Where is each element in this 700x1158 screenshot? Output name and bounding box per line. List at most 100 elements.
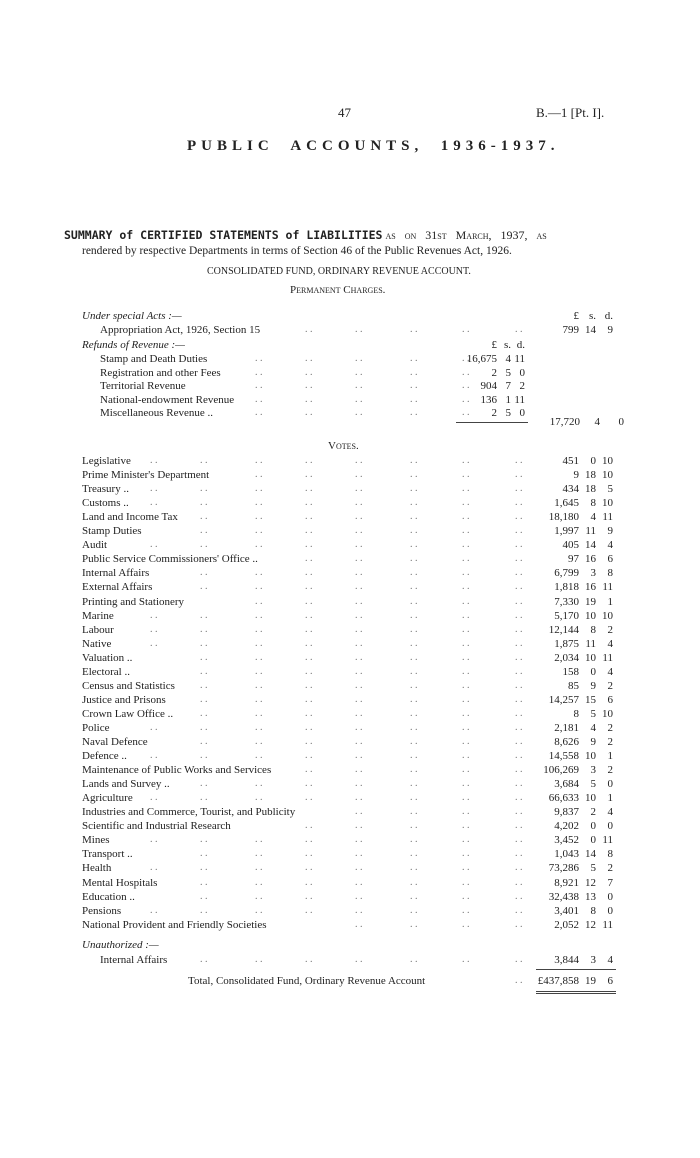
row-label: Treasury .. [82, 483, 129, 496]
row-label: Agriculture [82, 792, 133, 805]
leader-dots: . . [410, 483, 418, 495]
leader-dots: . . [200, 637, 208, 649]
row-label: Customs .. [82, 497, 129, 510]
leader-dots: . . [355, 595, 363, 607]
leader-dots: . . [462, 707, 470, 719]
leader-dots: . . [515, 497, 523, 509]
leader-dots: . . [305, 609, 313, 621]
leader-dots: . . [462, 567, 470, 579]
leader-dots: . . [462, 497, 470, 509]
amount-shillings: 8 [590, 497, 597, 510]
amount-shillings: 3 [590, 764, 597, 777]
leader-dots: . . [410, 393, 418, 405]
amount-shillings: 14 [585, 324, 596, 336]
leader-dots: . . [410, 553, 418, 565]
leader-dots: . . [305, 876, 313, 888]
amount-pence: 4 [607, 637, 614, 650]
total-rule [536, 969, 616, 970]
amount-pence: 2 [607, 623, 614, 636]
row-label: Labour [82, 623, 114, 636]
leader-dots: . . [355, 651, 363, 663]
leader-dots: . . [515, 806, 523, 818]
amount-pounds: 1,645 [554, 497, 579, 510]
amount-pounds: 97 [568, 553, 579, 566]
leader-dots: . . [305, 679, 313, 691]
leader-dots: . . [410, 954, 418, 965]
amount-pence: 11 [514, 353, 525, 365]
amount-shillings: 19 [585, 595, 596, 608]
amount-shillings: 0 [590, 455, 597, 467]
amount-pence: 10 [602, 455, 613, 467]
amount-pence: 0 [607, 820, 614, 833]
table-row: Public Service Commissioners' Office ...… [0, 552, 700, 566]
leader-dots: . . [515, 483, 523, 495]
amount-shillings: 9 [590, 679, 597, 692]
leader-dots: . . [200, 539, 208, 551]
double-rule [536, 991, 616, 994]
votes-heading: Votes. [328, 440, 359, 452]
leader-dots: . . [355, 637, 363, 649]
leader-dots: . . [410, 834, 418, 846]
table-row: Legislative . . . . . . . . . . . . . . . . 451 0 1… [0, 454, 700, 468]
amount-pounds: 2 [491, 407, 498, 419]
leader-dots: . . [462, 721, 470, 733]
leader-dots: . . [255, 609, 263, 621]
leader-dots: . . [410, 806, 418, 818]
refunds-total-pounds: 17,720 [549, 416, 580, 428]
leader-dots: . . [410, 539, 418, 551]
leader-dots: . . [462, 651, 470, 663]
leader-dots: . . [462, 890, 470, 902]
leader-dots: . . [200, 623, 208, 635]
leader-dots: . . [410, 848, 418, 860]
leader-dots: . . [462, 792, 470, 804]
table-row: Audit . . . . . . . . . . . . . . . . 405 14 4 [0, 538, 700, 552]
leader-dots: . . [200, 904, 208, 916]
table-row: Education .. . . . . . . . . . . . . . . 32,438 1… [0, 890, 700, 904]
leader-dots: . . [255, 567, 263, 579]
row-label: Census and Statistics [82, 679, 175, 692]
amount-pounds: 8,626 [554, 736, 579, 748]
amount-pounds: 1,043 [554, 848, 579, 861]
amount-pounds: 2,052 [554, 918, 579, 931]
leader-dots: . . [462, 553, 470, 565]
table-row: Marine . . . . . . . . . . . . . . . . 5,170 10 10 [0, 609, 700, 623]
leader-dots: . . [355, 834, 363, 846]
amount-pence: 6 [607, 553, 614, 566]
amount-pence: 0 [519, 366, 526, 379]
leader-dots: . . [355, 707, 363, 719]
row-label: Legislative [82, 455, 131, 467]
leader-dots: . . [355, 324, 363, 335]
leader-dots: . . [200, 778, 208, 790]
leader-dots: . . [462, 609, 470, 621]
permanent-charges-heading: Permanent Charges. [290, 284, 386, 296]
amount-pounds: 3,401 [554, 904, 579, 917]
leader-dots: . . [355, 497, 363, 509]
table-row: Agriculture . . . . . . . . . . . . . . . . 66,63… [0, 791, 700, 805]
amount-pounds: 9,837 [554, 806, 579, 819]
leader-dots: . . [355, 665, 363, 677]
leader-dots: . . [355, 553, 363, 565]
leader-dots: . . [462, 665, 470, 677]
leader-dots: . . [410, 525, 418, 537]
amount-pence: 4 [607, 539, 614, 552]
amount-shillings: 0 [590, 665, 597, 678]
table-row: Police . . . . . . . . . . . . . . . . 2,181 4 2 [0, 721, 700, 735]
leader-dots: . . [305, 393, 313, 405]
leader-dots: . . [305, 637, 313, 649]
amount-pounds: 4,202 [554, 820, 579, 833]
leader-dots: . . [515, 567, 523, 579]
leader-dots: . . [255, 581, 263, 593]
leader-dots: . . [255, 511, 263, 523]
leader-dots: . . [305, 539, 313, 551]
table-row: Census and Statistics . . . . . . . . . . . ..… [0, 679, 700, 693]
refunds-total-pence: 0 [618, 416, 625, 428]
amount-pounds: 158 [562, 665, 580, 678]
leader-dots: . . [355, 353, 363, 364]
leader-dots: . . [305, 511, 313, 523]
table-row: Registration and other Fees . . . . . . . ..… [0, 366, 700, 380]
leader-dots: . . [200, 834, 208, 846]
leader-dots: . . [255, 497, 263, 509]
leader-dots: . . [255, 736, 263, 747]
leader-dots: . . [462, 848, 470, 860]
amount-pounds: 106,269 [543, 764, 579, 777]
